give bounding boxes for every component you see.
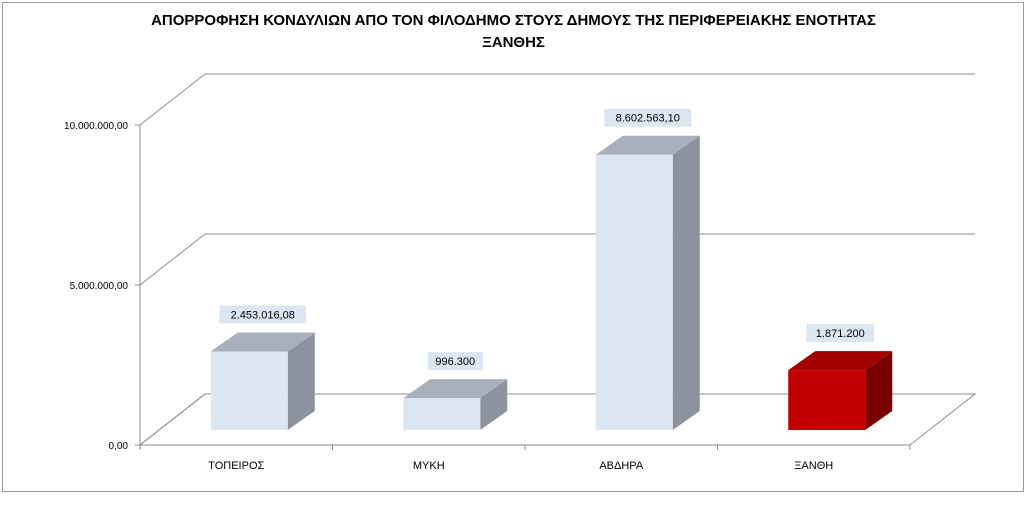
gridline-diagonal: [139, 73, 206, 126]
bar: 2.453.016,08 ΤΟΠΕΙΡΟΣ: [208, 305, 315, 472]
data-label: 1.871.200: [806, 324, 875, 343]
bar-side: [865, 351, 893, 430]
bar-side: [480, 379, 508, 430]
bar-top: [210, 332, 315, 352]
data-label: 2.453.016,08: [219, 305, 307, 324]
y-tick-labels: 0,00 5.000.000,00 10.000.000,00: [64, 121, 140, 452]
bars: 2.453.016,08 ΤΟΠΕΙΡΟΣ 996.300 ΜΥΚΗ 8.602.563…: [208, 108, 893, 472]
y-tick-label: 5.000.000,00: [70, 281, 129, 292]
bar-top: [788, 351, 893, 371]
data-label-text: 1.871.200: [816, 328, 865, 340]
bar-side: [287, 332, 315, 430]
data-label-text: 2.453.016,08: [231, 310, 295, 322]
floor-outline: [139, 393, 977, 446]
bar: 1.871.200 ΞΑΝΘΗ: [788, 324, 893, 472]
data-label: 8.602.563,10: [604, 108, 692, 127]
bar-top: [403, 379, 508, 399]
x-tick-label: ΞΑΝΘΗ: [794, 460, 833, 472]
chart-title: ΑΠΟΡΡΟΦΗΣΗ ΚΟΝΔΥΛΙΩΝ ΑΠΟ ΤΟΝ ΦΙΛΟΔΗΜΟ ΣΤ…: [0, 10, 1027, 54]
bar: 996.300 ΜΥΚΗ: [403, 352, 508, 472]
bar-side: [672, 135, 700, 430]
chart-title-line-1: ΑΠΟΡΡΟΦΗΣΗ ΚΟΝΔΥΛΙΩΝ ΑΠΟ ΤΟΝ ΦΙΛΟΔΗΜΟ ΣΤ…: [151, 12, 876, 29]
bar-front: [210, 351, 288, 430]
bar-front: [595, 154, 673, 430]
x-tick-label: ΑΒΔΗΡΑ: [599, 460, 643, 472]
data-label-box: [219, 305, 307, 324]
data-label-text: 8.602.563,10: [616, 113, 680, 125]
y-tick-label: 10.000.000,00: [64, 121, 128, 132]
chart-title-line-2: ΞΑΝΘΗΣ: [482, 34, 545, 51]
y-tick-label: 0,00: [109, 441, 129, 452]
data-label-box: [604, 108, 692, 127]
gridline-diagonal: [139, 233, 206, 286]
bar: 8.602.563,10 ΑΒΔΗΡΑ: [595, 108, 700, 472]
data-label-text: 996.300: [435, 356, 475, 368]
bar-front: [788, 370, 866, 430]
data-label: 996.300: [427, 352, 483, 371]
bar-front: [403, 398, 481, 430]
data-label-box: [427, 352, 483, 371]
bar-top: [595, 135, 700, 155]
x-tick-label: ΜΥΚΗ: [413, 460, 445, 472]
x-tick-label: ΤΟΠΕΙΡΟΣ: [208, 460, 264, 472]
data-label-box: [806, 324, 875, 343]
